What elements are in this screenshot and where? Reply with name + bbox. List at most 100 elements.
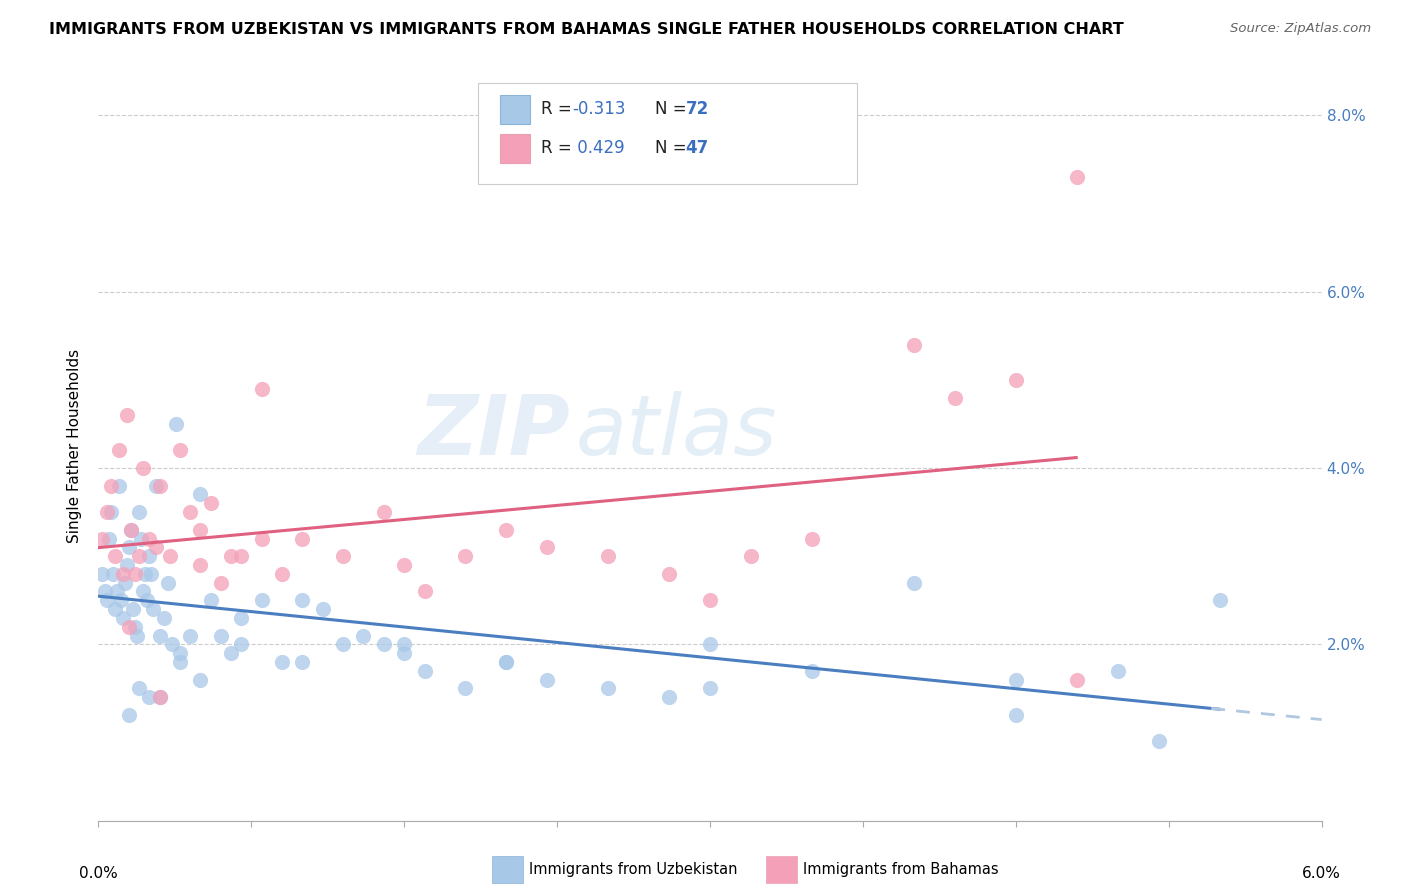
Point [332,637,354,651]
Point [1004,673,1026,687]
Point [101,566,124,581]
Text: R =: R = [541,100,578,118]
Point [124,620,146,634]
Point [495,655,517,669]
Point [120,523,142,537]
Point [903,337,925,351]
Point [200,496,222,510]
Text: N =: N = [655,100,692,118]
Point [138,690,160,705]
Point [132,584,155,599]
Point [495,655,517,669]
Point [160,637,183,651]
Point [188,487,211,501]
Point [903,575,925,590]
Point [188,673,211,687]
Point [209,628,232,642]
Point [96,593,118,607]
Point [145,478,167,492]
Point [1004,373,1026,387]
Y-axis label: Single Father Households: Single Father Households [66,349,82,543]
Point [136,593,159,607]
Point [229,611,253,625]
Point [658,566,681,581]
Point [1208,593,1230,607]
Text: N =: N = [655,139,692,157]
Point [229,549,253,564]
Point [96,505,118,519]
Point [1004,707,1026,722]
Point [149,478,172,492]
Point [209,575,232,590]
Point [169,443,191,458]
Point [114,575,136,590]
Point [132,461,155,475]
Point [392,637,416,651]
Point [801,532,824,546]
Point [100,478,122,492]
Point [219,549,242,564]
Point [110,593,132,607]
Point [128,549,150,564]
Point [124,566,146,581]
Point [188,558,211,572]
Point [596,549,619,564]
Point [270,655,292,669]
Point [169,655,191,669]
Text: Immigrants from Bahamas: Immigrants from Bahamas [803,863,998,877]
Point [91,566,114,581]
Point [127,628,149,642]
Point [141,566,163,581]
Point [536,673,558,687]
Text: IMMIGRANTS FROM UZBEKISTAN VS IMMIGRANTS FROM BAHAMAS SINGLE FATHER HOUSEHOLDS C: IMMIGRANTS FROM UZBEKISTAN VS IMMIGRANTS… [49,22,1123,37]
Point [495,523,517,537]
Point [105,584,128,599]
Point [97,532,120,546]
Point [200,593,222,607]
Point [169,646,191,660]
Point [138,532,160,546]
Point [1147,734,1170,748]
Text: 6.0%: 6.0% [1302,865,1341,880]
Point [108,478,131,492]
Text: -0.313: -0.313 [572,100,626,118]
Point [536,541,558,555]
Point [104,602,127,616]
Point [145,541,167,555]
Text: 47: 47 [686,139,709,157]
Point [250,532,273,546]
Point [115,408,138,422]
Point [250,593,273,607]
Point [104,549,127,564]
Point [122,602,145,616]
Point [943,391,966,405]
Point [165,417,187,431]
Point [118,541,141,555]
Point [658,690,681,705]
Point [91,532,114,546]
FancyBboxPatch shape [499,95,530,124]
Point [188,523,211,537]
Point [159,549,181,564]
Text: R =: R = [541,139,578,157]
Point [100,505,122,519]
Point [115,558,138,572]
Text: 0.429: 0.429 [572,139,624,157]
Point [129,532,152,546]
Point [596,681,619,696]
Text: Source: ZipAtlas.com: Source: ZipAtlas.com [1230,22,1371,36]
Text: 0.0%: 0.0% [79,865,118,880]
Point [142,602,165,616]
Point [156,575,179,590]
Point [413,664,436,678]
Point [291,532,314,546]
FancyBboxPatch shape [478,83,856,184]
Point [291,655,314,669]
Text: Immigrants from Uzbekistan: Immigrants from Uzbekistan [529,863,737,877]
FancyBboxPatch shape [499,135,530,162]
Point [108,443,131,458]
Point [1066,673,1088,687]
Point [392,558,416,572]
Point [352,628,374,642]
Point [740,549,762,564]
